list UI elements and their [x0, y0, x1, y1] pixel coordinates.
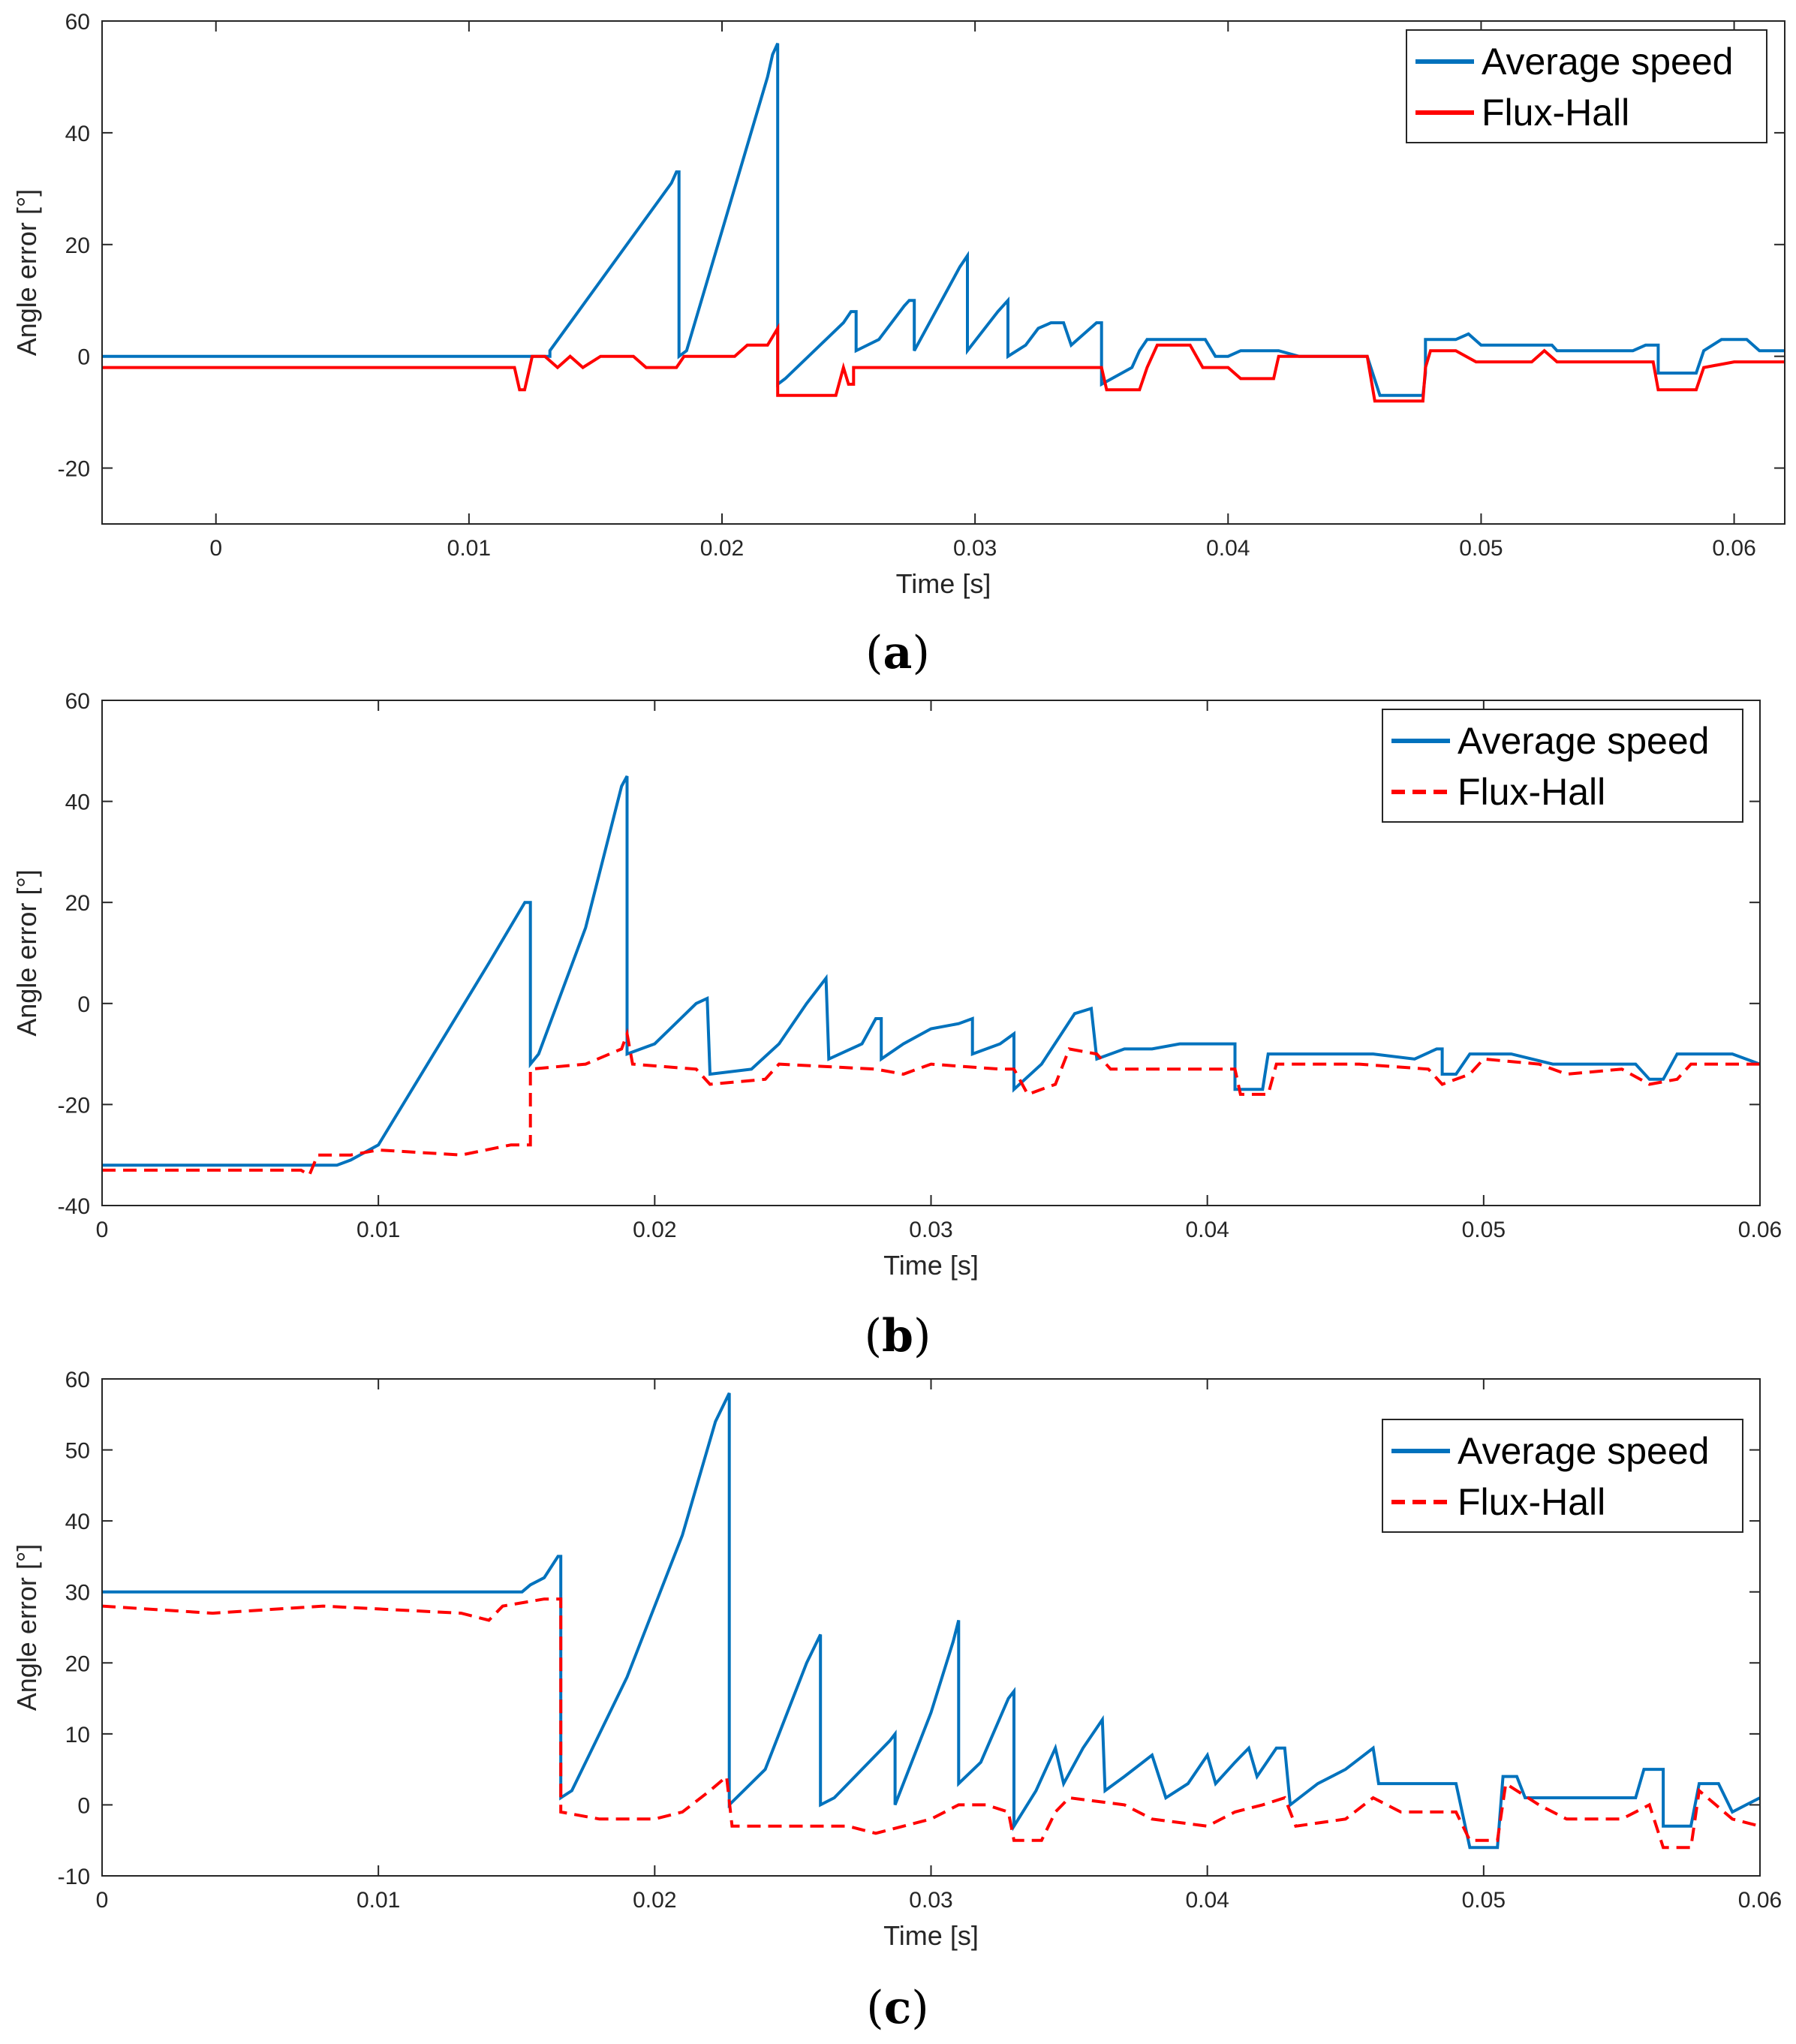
y-tick-label: 20: [65, 1651, 90, 1676]
x-tick-label: 0.02: [633, 1218, 676, 1242]
panel-letter: c: [884, 1982, 912, 2034]
series-average-speed: [102, 1392, 1760, 1850]
x-tick-label: 0.03: [953, 536, 997, 561]
series-average-speed: [102, 42, 1785, 397]
panel-a: 0 0.01 0.02 0.03 0.04 0.05 0.06 -20 0 20 40 60 Time…: [11, 10, 1785, 679]
panel-label-c: (c): [866, 1982, 928, 2034]
legend-box: [1382, 1419, 1743, 1533]
series-flux-hall: [102, 323, 1785, 403]
legend-label-average-speed: Average speed: [1482, 41, 1733, 83]
legend-c: Average speed Flux-Hall: [1382, 1419, 1743, 1533]
y-tick-label: -20: [58, 1093, 90, 1118]
axes-ticks-b: 0 0.01 0.02 0.03 0.04 0.05 0.06 -40 -20 0 20 40 60: [58, 689, 1782, 1242]
x-axis-label: Time [s]: [883, 1920, 979, 1951]
panel-letter: b: [882, 1310, 913, 1362]
axes-frame: [101, 700, 1761, 1206]
series-layer-a: [102, 42, 1785, 403]
legend-label-flux-hall: Flux-Hall: [1458, 1481, 1605, 1523]
y-tick-label: 20: [65, 233, 90, 258]
x-tick-label: 0.04: [1185, 1218, 1229, 1242]
panel-c: 0 0.01 0.02 0.03 0.04 0.05 0.06-10010203040506…: [11, 1368, 1782, 2034]
y-axis-label: Angle error [°]: [11, 869, 42, 1037]
legend-label-average-speed: Average speed: [1458, 720, 1709, 762]
legend-label-flux-hall: Flux-Hall: [1482, 92, 1629, 134]
x-tick-label: 0.05: [1459, 536, 1503, 561]
y-tick-label: 40: [65, 122, 90, 146]
x-tick-label: 0: [96, 1218, 109, 1242]
y-axis-label: Angle error [°]: [11, 1544, 42, 1711]
x-tick-label: 0.06: [1712, 536, 1755, 561]
x-axis-label: Time [s]: [896, 568, 991, 599]
x-tick-label: 0.04: [1206, 536, 1250, 561]
panel-label-b: (b): [865, 1310, 931, 1362]
legend-label-average-speed: Average speed: [1458, 1430, 1709, 1472]
series-average-speed: [102, 775, 1760, 1167]
x-tick-label: 0.05: [1462, 1888, 1506, 1913]
panel-b: 0 0.01 0.02 0.03 0.04 0.05 0.06 -40 -20 0 20 40 60 T…: [11, 689, 1782, 1362]
y-tick-label: 20: [65, 891, 90, 916]
y-tick-label: 10: [65, 1723, 90, 1747]
y-tick-label: 40: [65, 1510, 90, 1534]
axes-ticks-c: 0 0.01 0.02 0.03 0.04 0.05 0.06-10010203040506…: [58, 1368, 1782, 1913]
x-tick-label: 0: [96, 1888, 109, 1913]
axes-ticks-a: 0 0.01 0.02 0.03 0.04 0.05 0.06 -20 0 20 40 60: [58, 10, 1785, 561]
x-tick-label: 0.02: [633, 1888, 676, 1913]
y-tick-label: 0: [77, 345, 90, 370]
y-tick-label: -20: [58, 457, 90, 482]
x-tick-label: 0.01: [356, 1888, 400, 1913]
series-layer-b: [102, 775, 1760, 1178]
y-tick-label: 60: [65, 10, 90, 35]
x-tick-label: 0.02: [700, 536, 744, 561]
y-tick-label: 50: [65, 1439, 90, 1464]
x-tick-label: 0.06: [1738, 1888, 1782, 1913]
y-tick-label: 60: [65, 689, 90, 714]
x-tick-label: 0: [209, 536, 222, 561]
y-tick-label: 40: [65, 790, 90, 815]
y-tick-label: -10: [58, 1865, 90, 1889]
series-flux-hall: [102, 1597, 1760, 1850]
y-tick-label: 0: [77, 1793, 90, 1818]
y-tick-label: 60: [65, 1368, 90, 1392]
panel-label-a: (a): [865, 627, 930, 679]
series-flux-hall: [102, 1028, 1760, 1178]
x-tick-label: 0.01: [356, 1218, 400, 1242]
x-tick-label: 0.05: [1462, 1218, 1506, 1242]
legend-box: [1406, 29, 1767, 143]
legend-b: Average speed Flux-Hall: [1382, 709, 1743, 823]
y-tick-label: 0: [77, 992, 90, 1017]
y-axis-label: Angle error [°]: [11, 189, 42, 357]
axes-frame: [101, 20, 1785, 525]
panel-letter: a: [883, 627, 913, 679]
legend-box: [1382, 709, 1743, 823]
axes-frame: [101, 1378, 1761, 1877]
x-tick-label: 0.06: [1738, 1218, 1782, 1242]
legend-a: Average speed Flux-Hall: [1406, 29, 1767, 143]
x-tick-label: 0.04: [1185, 1888, 1229, 1913]
y-tick-label: -40: [58, 1194, 90, 1219]
y-tick-label: 30: [65, 1581, 90, 1606]
series-layer-c: [102, 1392, 1760, 1850]
x-tick-label: 0.03: [909, 1218, 952, 1242]
x-tick-label: 0.03: [909, 1888, 952, 1913]
x-tick-label: 0.01: [447, 536, 491, 561]
legend-label-flux-hall: Flux-Hall: [1458, 771, 1605, 813]
x-axis-label: Time [s]: [883, 1250, 979, 1281]
